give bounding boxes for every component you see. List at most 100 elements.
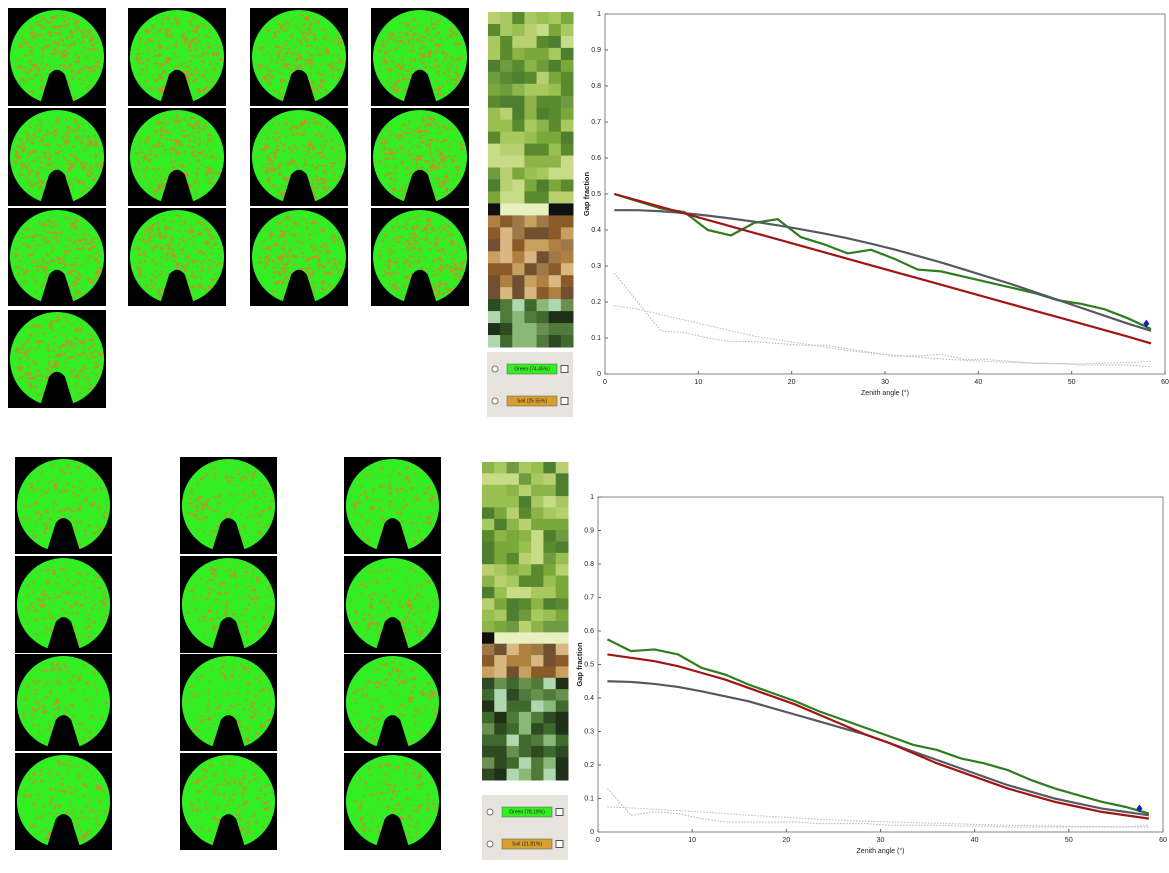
speckle <box>261 77 266 80</box>
speckle <box>209 61 213 63</box>
speckle <box>422 621 426 624</box>
speckle <box>196 780 200 783</box>
speckle <box>26 246 29 248</box>
speckle <box>41 77 44 80</box>
speckle <box>152 73 154 77</box>
speckle <box>176 118 180 120</box>
speckle <box>16 58 20 61</box>
speckle <box>68 18 70 21</box>
speckle <box>358 496 360 498</box>
speckle <box>15 248 18 251</box>
speckle <box>34 33 38 35</box>
speckle <box>85 378 89 380</box>
speckle <box>79 52 84 54</box>
speckle <box>417 157 422 160</box>
speckle <box>424 131 429 133</box>
speckle <box>411 161 414 165</box>
speckle <box>85 728 88 732</box>
speckle <box>35 375 40 377</box>
speckle <box>37 793 39 797</box>
speckle <box>172 228 175 230</box>
speckle <box>195 790 200 793</box>
speckle <box>222 770 226 773</box>
speckle <box>380 149 383 152</box>
speckle <box>279 72 284 75</box>
speckle <box>321 164 325 167</box>
speckle <box>418 255 421 258</box>
speckle <box>162 182 166 186</box>
speckle <box>18 357 22 360</box>
speckle <box>21 167 24 169</box>
speckle <box>427 607 430 611</box>
speckle <box>40 383 43 385</box>
speckle <box>94 811 96 814</box>
speckle <box>216 54 218 57</box>
speckle <box>406 26 409 29</box>
speckle <box>294 147 299 150</box>
speckle <box>25 684 29 688</box>
speckle <box>188 30 191 32</box>
speckle <box>367 613 371 616</box>
speckle <box>418 141 422 143</box>
speckle <box>80 275 82 278</box>
speckle <box>32 679 35 683</box>
speckle <box>416 731 421 734</box>
speckle <box>46 73 50 75</box>
speckle <box>396 670 399 673</box>
speckle <box>276 245 281 247</box>
speckle <box>70 35 75 38</box>
speckle <box>199 88 202 92</box>
speckle <box>391 273 393 277</box>
speckle <box>158 233 162 237</box>
speckle <box>46 712 49 714</box>
speckle <box>77 374 79 377</box>
speckle <box>48 31 52 35</box>
speckle <box>175 214 178 217</box>
speckle <box>51 479 55 481</box>
speckle <box>294 49 296 52</box>
speckle <box>169 242 172 245</box>
speckle <box>173 149 178 152</box>
speckle <box>317 182 320 185</box>
speckle <box>444 156 448 159</box>
speckle <box>417 214 420 218</box>
speckle <box>64 712 67 716</box>
speckle <box>20 237 24 239</box>
speckle <box>73 626 76 629</box>
speckle <box>286 217 289 220</box>
speckle <box>422 118 425 121</box>
speckle <box>420 506 422 509</box>
speckle <box>321 229 326 233</box>
speckle <box>166 46 169 50</box>
speckle <box>186 134 190 137</box>
speckle <box>245 608 249 611</box>
speckle <box>432 695 435 698</box>
speckle <box>175 55 178 58</box>
thumb-mast <box>211 617 246 653</box>
speckle <box>195 504 199 508</box>
speckle <box>451 59 455 62</box>
speckle <box>255 593 257 596</box>
speckle <box>72 131 75 134</box>
speckle <box>204 173 209 176</box>
speckle <box>25 42 29 44</box>
speckle <box>404 616 409 618</box>
speckle <box>154 63 157 65</box>
speckle <box>20 36 23 38</box>
speckle <box>183 257 186 260</box>
speckle <box>310 139 312 143</box>
speckle <box>444 287 449 290</box>
speckle <box>74 291 77 294</box>
speckle <box>330 69 332 73</box>
speckle <box>429 148 431 152</box>
speckle <box>396 488 398 492</box>
speckle <box>414 722 417 725</box>
speckle <box>28 162 31 165</box>
speckle <box>15 349 19 352</box>
speckle <box>450 56 453 59</box>
speckle <box>47 370 50 372</box>
thumbnail <box>250 208 348 306</box>
speckle <box>205 51 208 54</box>
speckle <box>156 234 161 237</box>
speckle <box>233 572 237 576</box>
